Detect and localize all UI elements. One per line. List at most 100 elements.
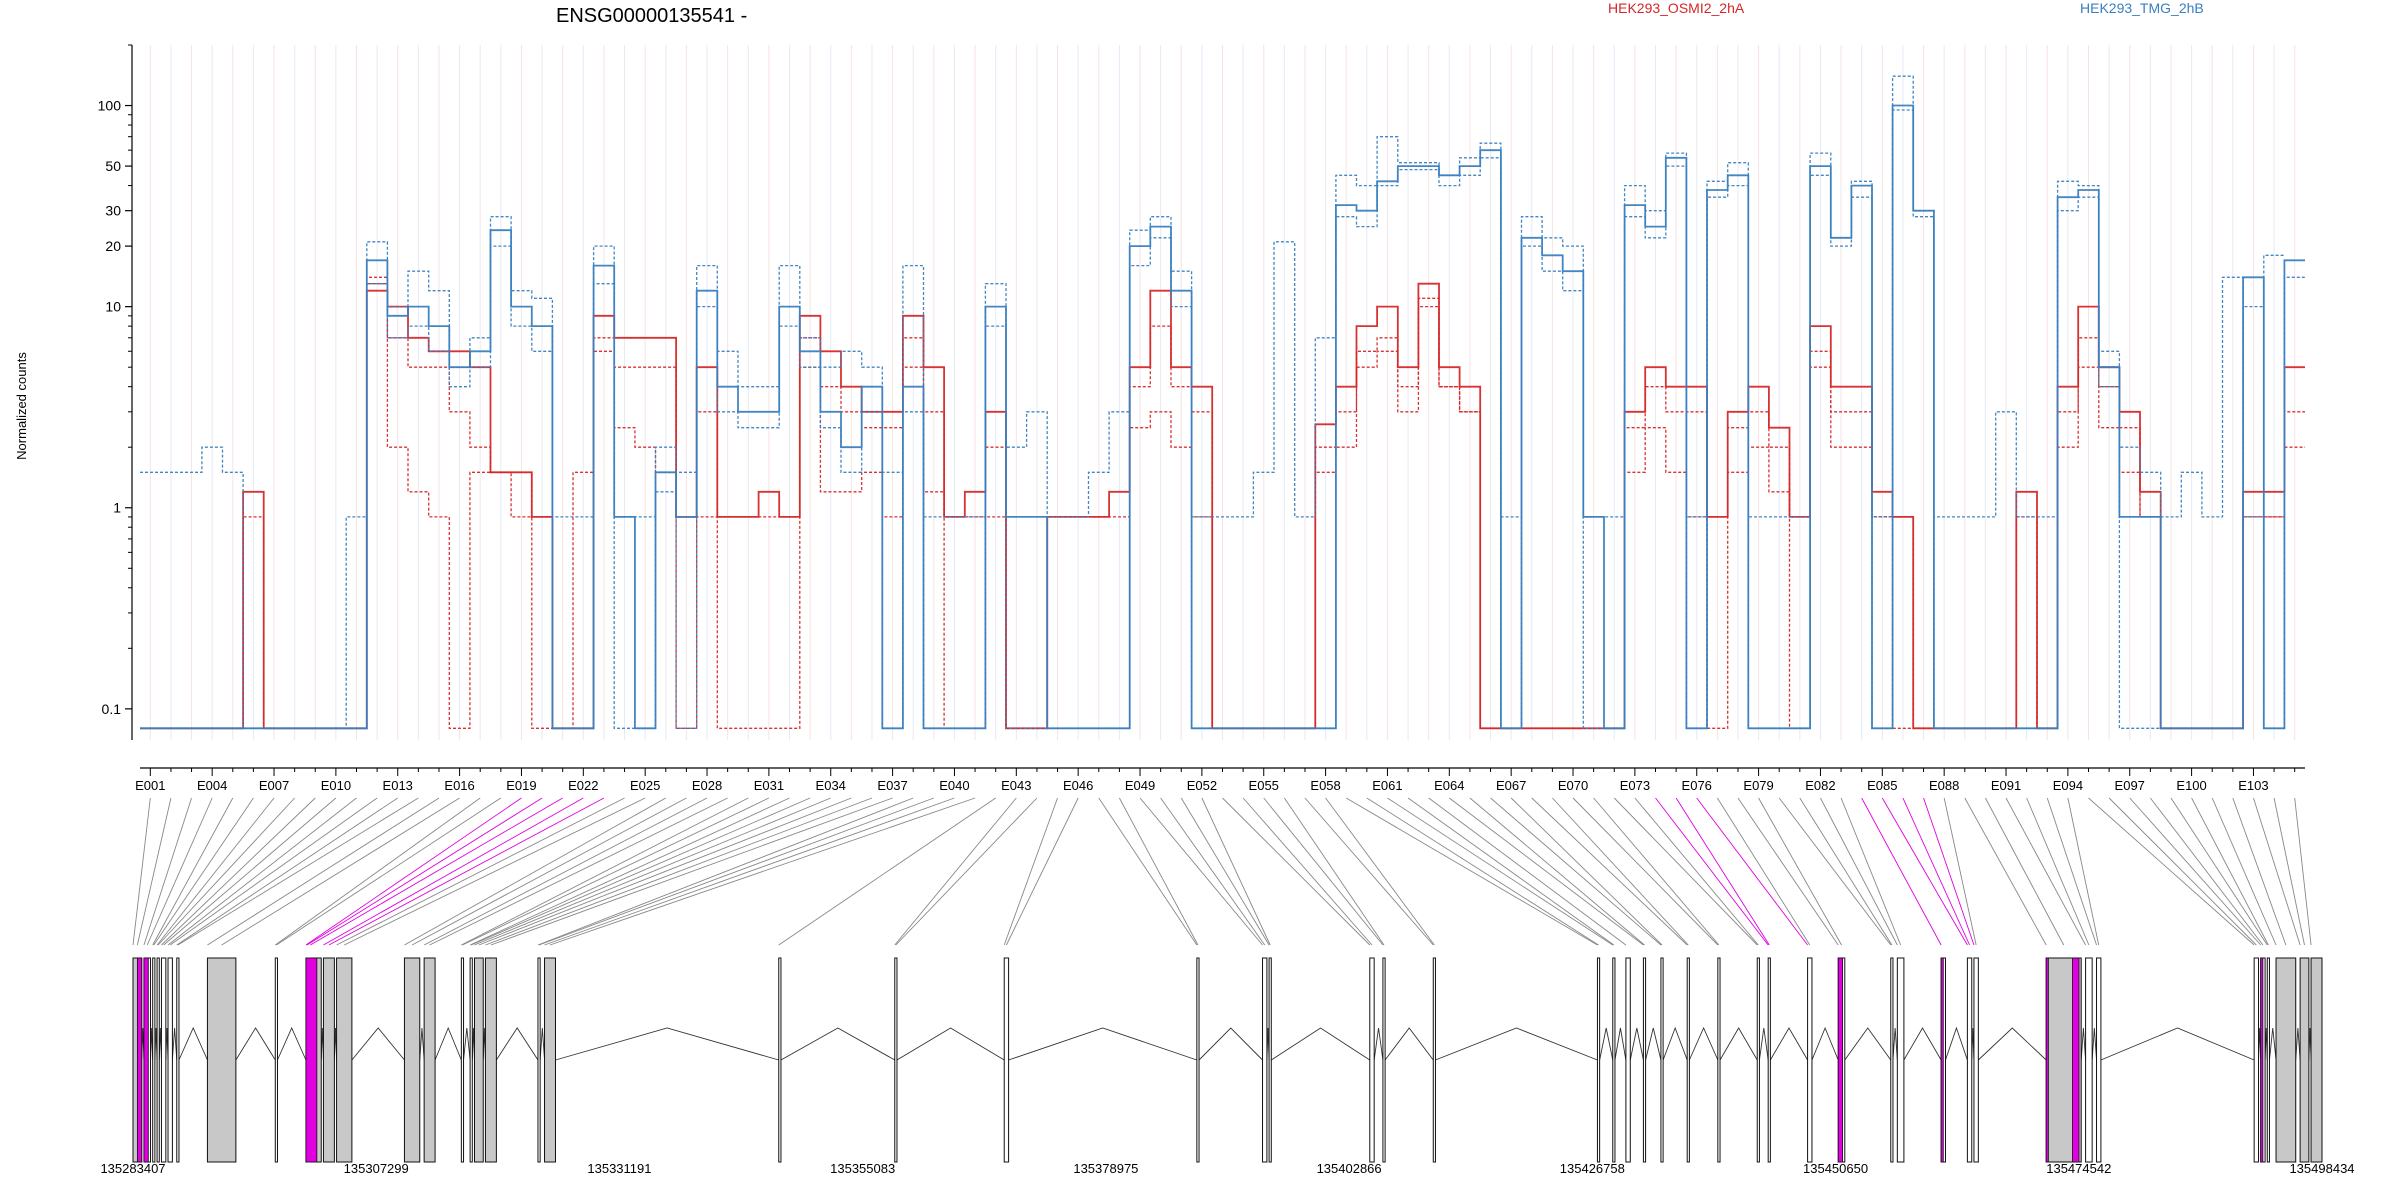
connector-line [161, 797, 316, 946]
connector-line [462, 797, 770, 946]
x-tick-label: E061 [1372, 778, 1402, 793]
intron-line [1629, 1027, 1644, 1061]
x-tick-label: E055 [1249, 778, 1279, 793]
exon-box [2275, 957, 2297, 1163]
exon-box [423, 957, 436, 1163]
connector-line [1387, 797, 1614, 946]
connector-line [1985, 797, 2065, 946]
exon-box [2310, 957, 2323, 1163]
intron-line [1769, 1027, 1808, 1061]
coordinate-tick-label: 135331191 [587, 1161, 651, 1176]
intron-line [495, 1027, 539, 1061]
intron-line [539, 1027, 545, 1061]
exon-box [152, 957, 156, 1163]
exon-box [778, 957, 782, 1163]
intron-line [235, 1027, 276, 1061]
x-tick-label: E016 [444, 778, 474, 793]
x-tick-label: E004 [197, 778, 227, 793]
x-tick-label: E043 [1001, 778, 1031, 793]
connector-line [537, 797, 914, 946]
exon-box [1973, 957, 1979, 1163]
intron-line [1008, 1027, 1197, 1061]
connector-line [1634, 797, 1759, 946]
exon-box [403, 957, 421, 1163]
y-tick-label: 10 [105, 299, 121, 315]
intron-line [2269, 1027, 2277, 1061]
exon-box [1717, 957, 1721, 1163]
intron-line [2295, 1027, 2301, 1061]
intron-line [434, 1026, 462, 1061]
x-tick-label: E013 [383, 778, 413, 793]
exon-box [2085, 957, 2093, 1163]
connector-line [1490, 797, 1662, 946]
connector-line [1964, 797, 2047, 946]
connector-line [1552, 797, 1689, 946]
connector-line [176, 797, 398, 946]
intron-line [1945, 1026, 1968, 1061]
connector-line [1407, 797, 1615, 946]
x-tick-label: E037 [877, 778, 907, 793]
connector-line [2129, 797, 2262, 946]
exon-highlight [2260, 957, 2264, 1163]
connector-line [328, 797, 605, 946]
exon-box [1966, 957, 1973, 1163]
connector-line [153, 797, 254, 946]
exon-box [1196, 957, 1200, 1163]
intron-line [1271, 1027, 1371, 1061]
connector-line [1098, 797, 1198, 946]
x-tick-label: E073 [1620, 778, 1650, 793]
exon-box [460, 957, 465, 1163]
intron-line [1892, 1027, 1898, 1061]
y-tick-label: 0.1 [102, 701, 122, 717]
intron-line [555, 1027, 779, 1061]
exon-box [1890, 957, 1894, 1163]
x-tick-label: E070 [1558, 778, 1588, 793]
x-tick-label: E088 [1929, 778, 1959, 793]
connector-line [306, 797, 543, 946]
x-tick-label: E010 [321, 778, 351, 793]
series-line-4 [140, 75, 2285, 729]
exon-box [322, 957, 335, 1163]
connector-line [221, 797, 460, 946]
exon-box [1896, 957, 1905, 1163]
connector-line [1820, 797, 1898, 946]
x-tick-label: E079 [1743, 778, 1773, 793]
connector-line [1881, 797, 1968, 946]
connector-line [1923, 797, 1975, 946]
connector-line [276, 797, 502, 946]
connector-line [1861, 797, 1942, 946]
x-tick-label: E001 [135, 778, 165, 793]
intron-line [2080, 1027, 2087, 1061]
intron-line [1719, 1027, 1758, 1061]
exon-box [274, 957, 278, 1163]
connector-line [1366, 797, 1599, 946]
connector-line [461, 797, 749, 946]
connector-line [423, 797, 708, 946]
connector-line [136, 797, 172, 946]
connector-line [2211, 797, 2277, 946]
connector-line [305, 797, 522, 946]
legend-label-1: HEK293_TMG_2hB [2080, 0, 2204, 16]
y-tick-label: 30 [105, 203, 121, 219]
connector-line [2253, 797, 2301, 946]
legend-label-0: HEK293_OSMI2_2hA [1608, 0, 1745, 16]
exon-highlight [143, 957, 149, 1163]
connector-line [2046, 797, 2097, 946]
connector-line [1572, 797, 1719, 946]
connector-line [429, 797, 728, 946]
connector-line [478, 797, 852, 946]
x-tick-label: E028 [692, 778, 722, 793]
exon-box [206, 957, 237, 1163]
connector-line [156, 797, 275, 946]
coordinate-tick-label: 135355083 [830, 1161, 895, 1176]
connector-line [275, 797, 481, 946]
connector-line [2170, 797, 2268, 946]
x-tick-label: E064 [1434, 778, 1464, 793]
exon-highlight [2072, 957, 2080, 1163]
connector-line [894, 797, 1017, 946]
connector-line [1325, 797, 1435, 946]
connector-line [167, 797, 357, 946]
connector-line [323, 797, 584, 946]
chart-title: ENSG00000135541 - [556, 5, 747, 27]
